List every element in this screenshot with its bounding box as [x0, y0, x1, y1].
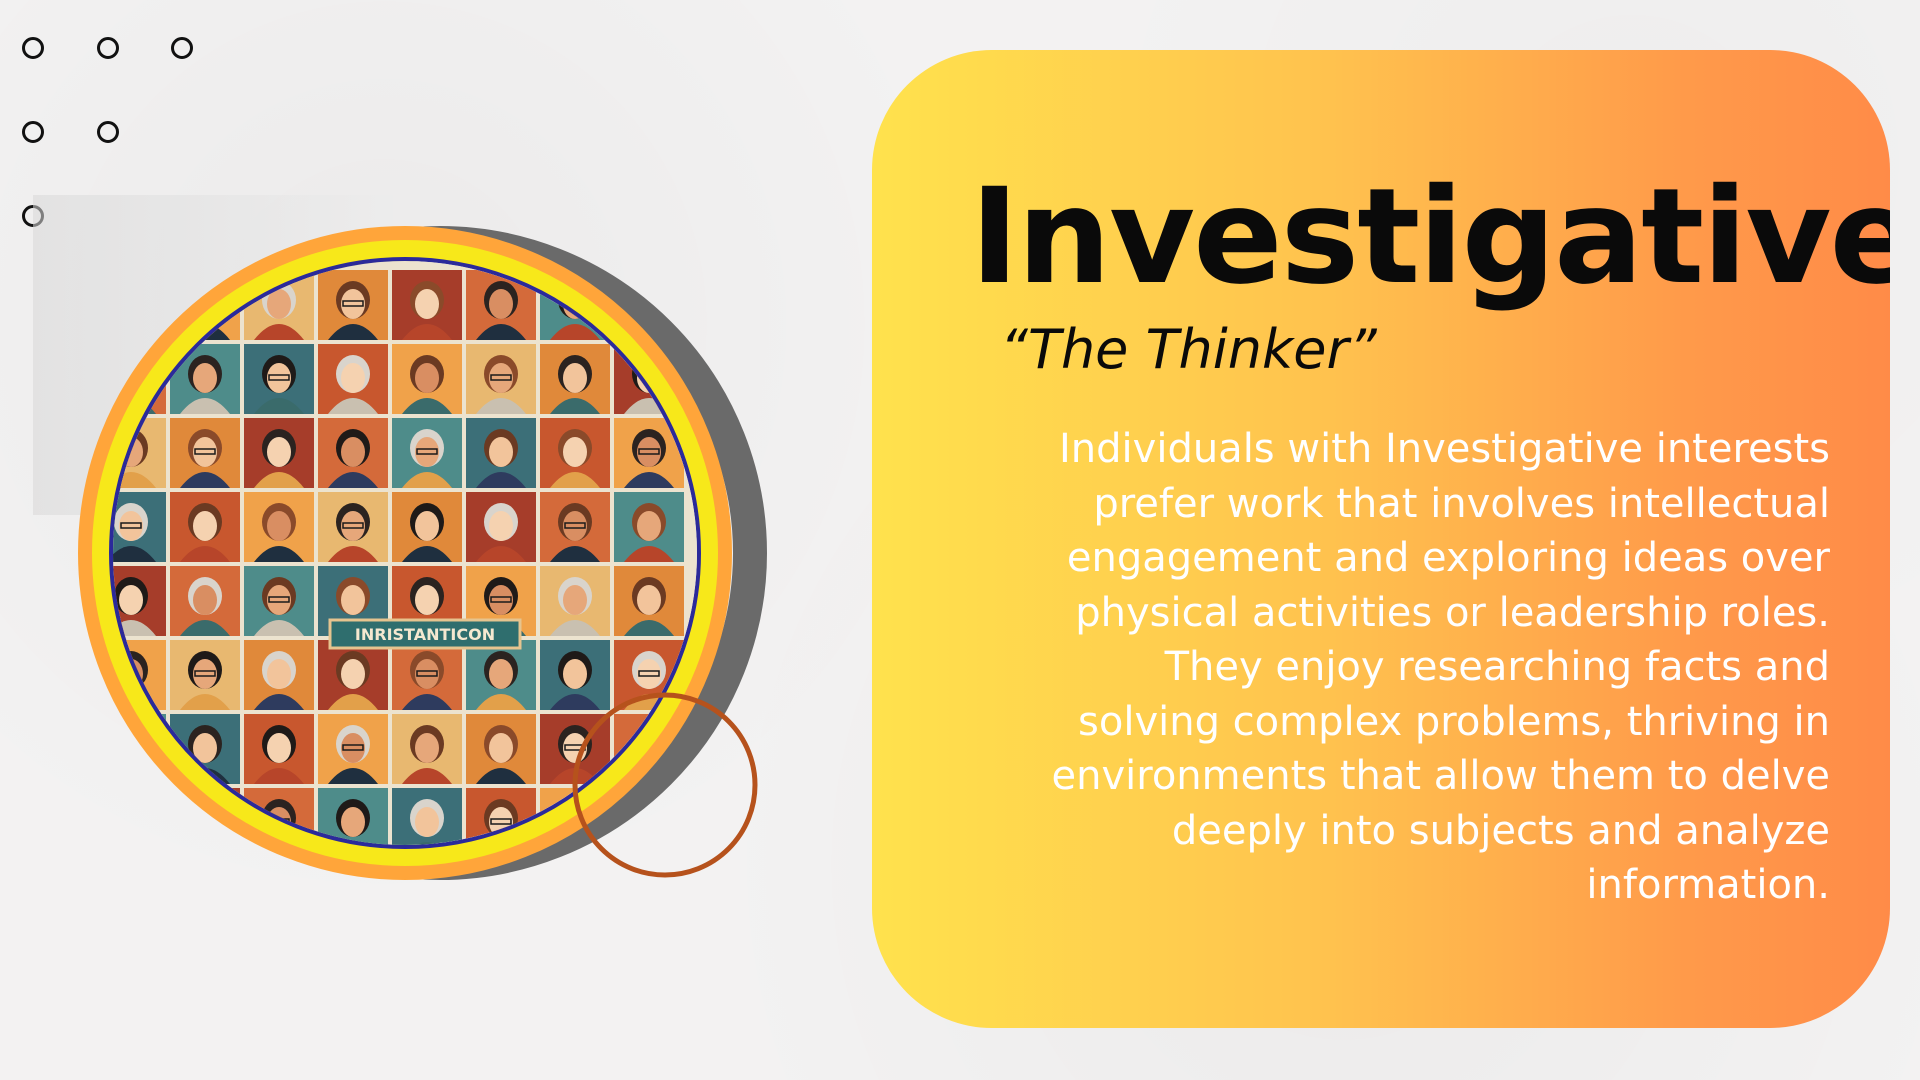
- portrait-tile: [113, 788, 166, 845]
- profession-portrait-illustration: INRISTANTICON: [33, 195, 767, 880]
- portrait-tile: [392, 492, 462, 562]
- dot-icon: [171, 37, 193, 59]
- portrait-tile: [318, 418, 388, 488]
- portrait-tile: [540, 492, 610, 562]
- portrait-tile: [392, 788, 462, 845]
- orange-ring-icon: [78, 226, 732, 880]
- portrait-grid: INRISTANTICON: [113, 261, 697, 845]
- portrait-tile: [466, 492, 536, 562]
- portrait-tile: [392, 418, 462, 488]
- portrait-tile: [466, 714, 536, 784]
- dot-icon: [22, 37, 44, 59]
- dot-icon: [97, 121, 119, 143]
- portrait-tile: [244, 714, 314, 784]
- image-sign-text: INRISTANTICON: [355, 625, 495, 644]
- yellow-ring-icon: [92, 240, 718, 866]
- portrait-tile: [244, 492, 314, 562]
- portrait-tile: [318, 714, 388, 784]
- description-card: Investigative “The Thinker” Individuals …: [872, 50, 1890, 1028]
- page-title: Investigative: [970, 160, 1890, 314]
- portrait-tile: [244, 344, 314, 414]
- portrait-tile: [466, 344, 536, 414]
- dot-icon: [97, 37, 119, 59]
- portrait-tile: [244, 640, 314, 710]
- portrait-tile: [170, 566, 240, 636]
- portrait-tile: [540, 344, 610, 414]
- portrait-tile: [540, 566, 610, 636]
- portrait-tile: [540, 418, 610, 488]
- portrait-tile: [244, 566, 314, 636]
- portrait-tile: [614, 566, 684, 636]
- portrait-tile: [244, 418, 314, 488]
- portrait-tile: [466, 640, 536, 710]
- portrait-tile: [170, 492, 240, 562]
- portrait-tile: [392, 714, 462, 784]
- portrait-tile: [318, 640, 388, 710]
- portrait-tile: [170, 640, 240, 710]
- portrait-tile: [392, 344, 462, 414]
- portrait-tile: [540, 640, 610, 710]
- portrait-tile: [318, 344, 388, 414]
- description-text: Individuals with Investigative interests…: [1051, 426, 1830, 908]
- portrait-tile: [466, 418, 536, 488]
- portrait-tile: [318, 788, 388, 845]
- accent-ring-icon: [572, 692, 758, 878]
- subtitle: “The Thinker”: [1000, 318, 1377, 381]
- blue-ring-icon: [109, 257, 701, 849]
- portrait-tile: [113, 492, 166, 562]
- portrait-tile: [614, 492, 684, 562]
- portrait-tile: [318, 270, 388, 340]
- portrait-tile: [392, 270, 462, 340]
- dot-icon: [22, 121, 44, 143]
- portrait-tile: [392, 640, 462, 710]
- portrait-tile: [318, 492, 388, 562]
- portrait-tile: [170, 418, 240, 488]
